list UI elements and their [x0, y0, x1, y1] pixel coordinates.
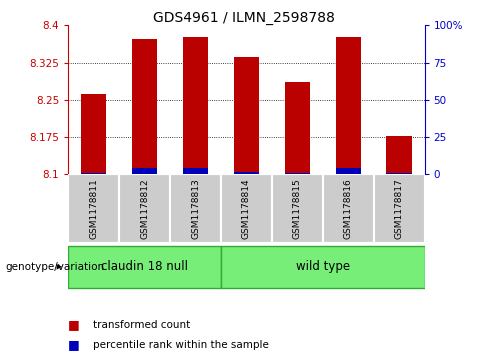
- Bar: [323, 174, 374, 243]
- Text: transformed count: transformed count: [93, 320, 190, 330]
- Bar: [285, 82, 310, 174]
- Bar: [285, 173, 310, 174]
- Text: GSM1178811: GSM1178811: [89, 178, 98, 239]
- Bar: [183, 168, 208, 174]
- Bar: [68, 174, 119, 243]
- Bar: [221, 245, 425, 288]
- Text: GSM1178812: GSM1178812: [140, 178, 149, 239]
- Bar: [386, 135, 412, 174]
- Bar: [132, 168, 157, 174]
- Bar: [336, 168, 361, 174]
- Bar: [272, 174, 323, 243]
- Bar: [170, 174, 221, 243]
- Text: GSM1178815: GSM1178815: [293, 178, 302, 239]
- Bar: [132, 39, 157, 174]
- Bar: [183, 37, 208, 174]
- Text: ■: ■: [68, 318, 80, 331]
- Bar: [81, 94, 106, 174]
- Bar: [234, 172, 259, 174]
- Bar: [234, 57, 259, 174]
- Text: ■: ■: [68, 338, 80, 351]
- Bar: [68, 245, 221, 288]
- Text: GSM1178817: GSM1178817: [395, 178, 404, 239]
- Text: GSM1178813: GSM1178813: [191, 178, 200, 239]
- Text: GSM1178814: GSM1178814: [242, 178, 251, 239]
- Bar: [374, 174, 425, 243]
- Text: claudin 18 null: claudin 18 null: [101, 260, 188, 273]
- Text: genotype/variation: genotype/variation: [5, 262, 104, 272]
- Text: wild type: wild type: [296, 260, 350, 273]
- Bar: [119, 174, 170, 243]
- Text: GSM1178816: GSM1178816: [344, 178, 353, 239]
- Text: GDS4961 / ILMN_2598788: GDS4961 / ILMN_2598788: [153, 11, 335, 25]
- Bar: [221, 174, 272, 243]
- Text: percentile rank within the sample: percentile rank within the sample: [93, 340, 268, 350]
- Bar: [336, 37, 361, 174]
